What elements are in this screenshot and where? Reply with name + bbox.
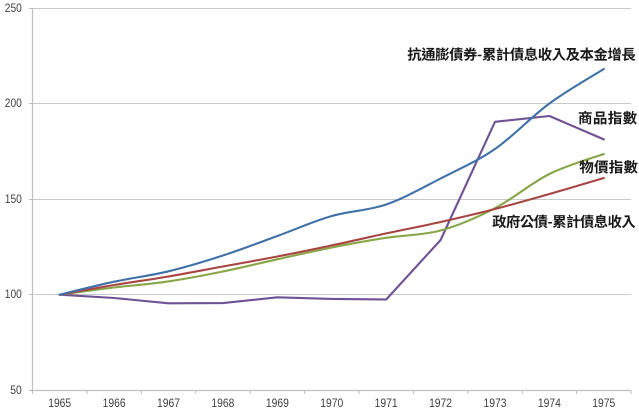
svg-text:50: 50 [10,384,21,397]
svg-text:100: 100 [5,288,22,301]
svg-text:1970: 1970 [320,397,343,410]
svg-text:1975: 1975 [592,397,615,410]
svg-text:250: 250 [5,2,22,15]
svg-text:1969: 1969 [266,397,289,410]
svg-text:150: 150 [5,193,22,206]
svg-text:1968: 1968 [211,397,234,410]
svg-text:1973: 1973 [483,397,506,410]
svg-text:1966: 1966 [103,397,126,410]
svg-text:1974: 1974 [538,397,561,410]
svg-text:200: 200 [5,97,22,110]
svg-text:1971: 1971 [375,397,398,410]
svg-text:1972: 1972 [429,397,452,410]
svg-text:1965: 1965 [48,397,71,410]
svg-text:1967: 1967 [157,397,180,410]
